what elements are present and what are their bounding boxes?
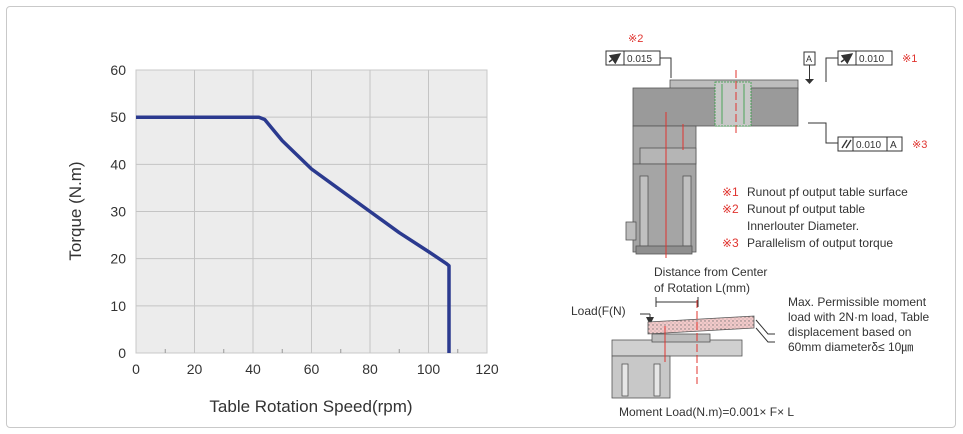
moment-formula: Moment Load(N.m)=0.001× F× L [619, 405, 794, 419]
notes: ※1 Runout pf output table surface ※2 Run… [722, 185, 908, 250]
callout-3: ※3 [912, 139, 927, 151]
x-tick-label: 120 [475, 361, 499, 377]
x-tick-label: 80 [362, 361, 378, 377]
parallelism-frame: 0.010 A ※3 [808, 122, 927, 152]
x-tick-label: 0 [132, 361, 140, 377]
note-2-b: Innerlouter Diameter. [747, 219, 859, 233]
x-axis-label: Table Rotation Speed(rpm) [209, 397, 412, 416]
x-tick-label: 100 [417, 361, 441, 377]
y-tick-label: 40 [110, 156, 126, 172]
rotary-table-drawing [625, 79, 799, 255]
datum-triangle-icon [805, 79, 814, 84]
y-tick-label: 0 [118, 345, 126, 361]
y-tick-label: 50 [110, 109, 126, 125]
note-1: Runout pf output table surface [747, 185, 908, 199]
callout-2: ※2 [628, 33, 643, 45]
parallelism-icon [841, 139, 852, 149]
runout-diameter-frame: 0.015 [605, 50, 672, 78]
note-3-mark: ※3 [722, 236, 739, 250]
callout-1: ※1 [902, 53, 917, 65]
y-tick-label: 60 [110, 62, 126, 78]
runout-diagram: ※2 0.015 A 0.010 ※1 [571, 33, 930, 419]
datum-a: A [806, 54, 812, 64]
tol-parallel-datum: A [890, 140, 897, 151]
y-tick-label: 10 [110, 298, 126, 314]
y-tick-label: 30 [110, 204, 126, 220]
tol-runout-diameter: 0.015 [627, 54, 652, 65]
tol-parallel: 0.010 [856, 140, 881, 151]
runout-arrow-icon [840, 53, 854, 65]
torque-speed-chart: 0 10 20 30 40 50 60 0 20 40 60 80 100 120 Table Rota… [66, 62, 499, 416]
moment-note-d: 60mm diameterδ≤ 10㎛ [788, 340, 913, 354]
x-tick-labels: 0 20 40 60 80 100 120 [132, 361, 499, 377]
note-3: Parallelism of output torque [747, 236, 893, 250]
moment-table-drawing [611, 315, 755, 399]
torque-curve [136, 115, 451, 353]
y-tick-labels: 0 10 20 30 40 50 60 [110, 62, 126, 361]
note-2-a: Runout pf output table [747, 202, 865, 216]
runout-arrow-icon [608, 53, 622, 65]
x-tick-label: 60 [304, 361, 320, 377]
note-1-mark: ※1 [722, 185, 739, 199]
displacement-leader [755, 319, 775, 335]
moment-notes: Max. Permissible moment load with 2N·m l… [788, 295, 930, 354]
moment-note-b: load with 2N·m load, Table [788, 310, 930, 324]
load-label: Load(F(N) [571, 304, 626, 318]
distance-label-a: Distance from Center [654, 265, 767, 279]
moment-note-a: Max. Permissible moment [788, 295, 927, 309]
tol-runout-surface: 0.010 [859, 54, 884, 65]
y-tick-label: 20 [110, 251, 126, 267]
runout-surface-frame: A 0.010 ※1 [803, 50, 917, 84]
distance-label-b: of Rotation L(mm) [654, 281, 750, 295]
x-tick-label: 40 [245, 361, 261, 377]
x-tick-label: 20 [187, 361, 203, 377]
y-axis-label: Torque (N.m) [66, 161, 85, 260]
note-2-mark: ※2 [722, 202, 739, 216]
moment-note-c: displacement based on [788, 325, 911, 339]
